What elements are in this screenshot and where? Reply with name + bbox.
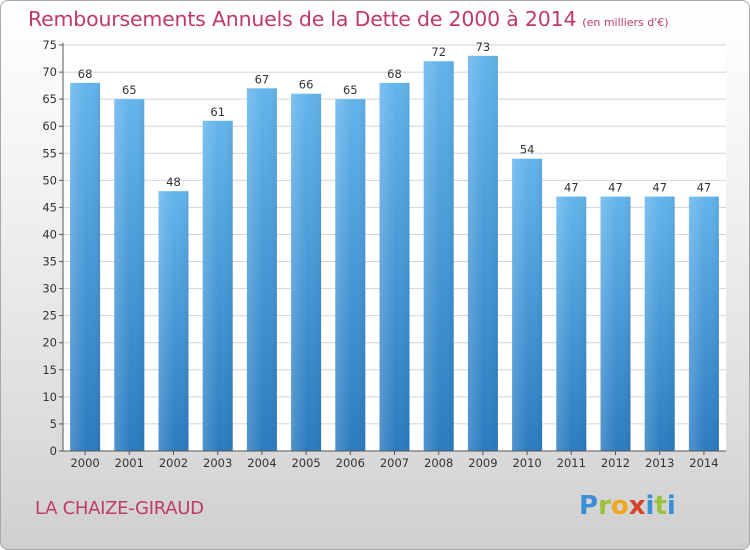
logo-letter: r — [598, 491, 611, 521]
bar-value-label: 47 — [608, 181, 623, 195]
bar-value-label: 73 — [476, 40, 491, 54]
y-tick-label: 75 — [42, 38, 57, 52]
y-tick-label: 35 — [42, 255, 57, 269]
y-tick-label: 0 — [50, 444, 57, 458]
x-tick-label: 2000 — [70, 456, 99, 470]
bar-value-label: 47 — [652, 181, 667, 195]
x-tick-label: 2006 — [336, 456, 365, 470]
bar-highlight — [467, 55, 498, 452]
bar-highlight — [423, 61, 454, 452]
commune-name: LA CHAIZE-GIRAUD — [35, 498, 204, 519]
bar-value-label: 68 — [387, 67, 402, 81]
y-tick-label: 45 — [42, 200, 57, 214]
bar-value-label: 54 — [520, 143, 535, 157]
y-tick-label: 10 — [42, 390, 57, 404]
y-tick-label: 20 — [42, 336, 57, 350]
bar-highlight — [158, 191, 189, 451]
bar-highlight — [202, 120, 233, 451]
x-tick-label: 2008 — [424, 456, 453, 470]
bar-highlight — [114, 99, 145, 451]
bar-value-label: 61 — [210, 105, 225, 119]
axes: 0 5 10 15 20 25 30 35 40 45 50 55 60 65 70 75 2000 2001 20… — [42, 38, 726, 470]
bar-value-label: 67 — [255, 72, 270, 86]
bar-highlight — [335, 99, 366, 451]
x-tick-label: 2011 — [557, 456, 586, 470]
logo-letter: o — [610, 491, 629, 521]
bar-value-label: 47 — [697, 181, 712, 195]
x-tick-label: 2007 — [380, 456, 409, 470]
x-tick-label: 2003 — [203, 456, 232, 470]
bar-highlight — [291, 93, 322, 451]
logo-letter: t — [654, 491, 667, 521]
bar-highlight — [70, 82, 101, 451]
bar-highlight — [644, 196, 675, 451]
x-tick-label: 2012 — [601, 456, 630, 470]
y-tick-label: 25 — [42, 309, 57, 323]
bar-highlight — [246, 88, 277, 451]
x-tick-label: 2004 — [247, 456, 276, 470]
bar-highlight — [512, 158, 543, 451]
bar-highlight — [379, 82, 410, 451]
y-tick-label: 5 — [50, 417, 57, 431]
bar-value-label: 48 — [166, 175, 181, 189]
bar-highlight — [688, 196, 719, 451]
proxiti-logo: Proxiti — [579, 491, 676, 521]
chart-unit-label: (en milliers d'€) — [582, 16, 669, 29]
chart-title: Remboursements Annuels de la Dette de 20… — [28, 7, 669, 31]
y-tick-label: 40 — [42, 227, 57, 241]
logo-letter: x — [628, 491, 646, 521]
x-tick-label: 2009 — [468, 456, 497, 470]
chart-title-text: Remboursements Annuels de la Dette de 20… — [28, 7, 577, 31]
y-tick-label: 50 — [42, 173, 57, 187]
x-tick-label: 2005 — [291, 456, 320, 470]
x-tick-label: 2002 — [159, 456, 188, 470]
logo-letter: P — [579, 491, 599, 521]
y-tick-label: 60 — [42, 119, 57, 133]
y-tick-label: 55 — [42, 146, 57, 160]
bar-value-label: 72 — [431, 45, 446, 59]
bar-value-label: 65 — [122, 83, 137, 97]
bar-value-label: 47 — [564, 181, 579, 195]
bar-value-label: 68 — [78, 67, 93, 81]
x-tick-label: 2010 — [512, 456, 541, 470]
x-tick-label: 2001 — [115, 456, 144, 470]
bar-value-label: 66 — [299, 78, 314, 92]
logo-letter: i — [645, 491, 655, 521]
bars: 68 65 48 61 67 66 65 68 72 73 54 47 47 47 47 — [70, 40, 719, 452]
y-tick-label: 65 — [42, 92, 57, 106]
y-tick-label: 70 — [42, 65, 57, 79]
y-tick-label: 15 — [42, 363, 57, 377]
bar-value-label: 65 — [343, 83, 358, 97]
x-tick-label: 2014 — [689, 456, 718, 470]
bar-highlight — [600, 196, 631, 451]
logo-letter: i — [666, 491, 676, 521]
bar-highlight — [556, 196, 587, 451]
y-tick-label: 30 — [42, 282, 57, 296]
x-tick-label: 2013 — [645, 456, 674, 470]
